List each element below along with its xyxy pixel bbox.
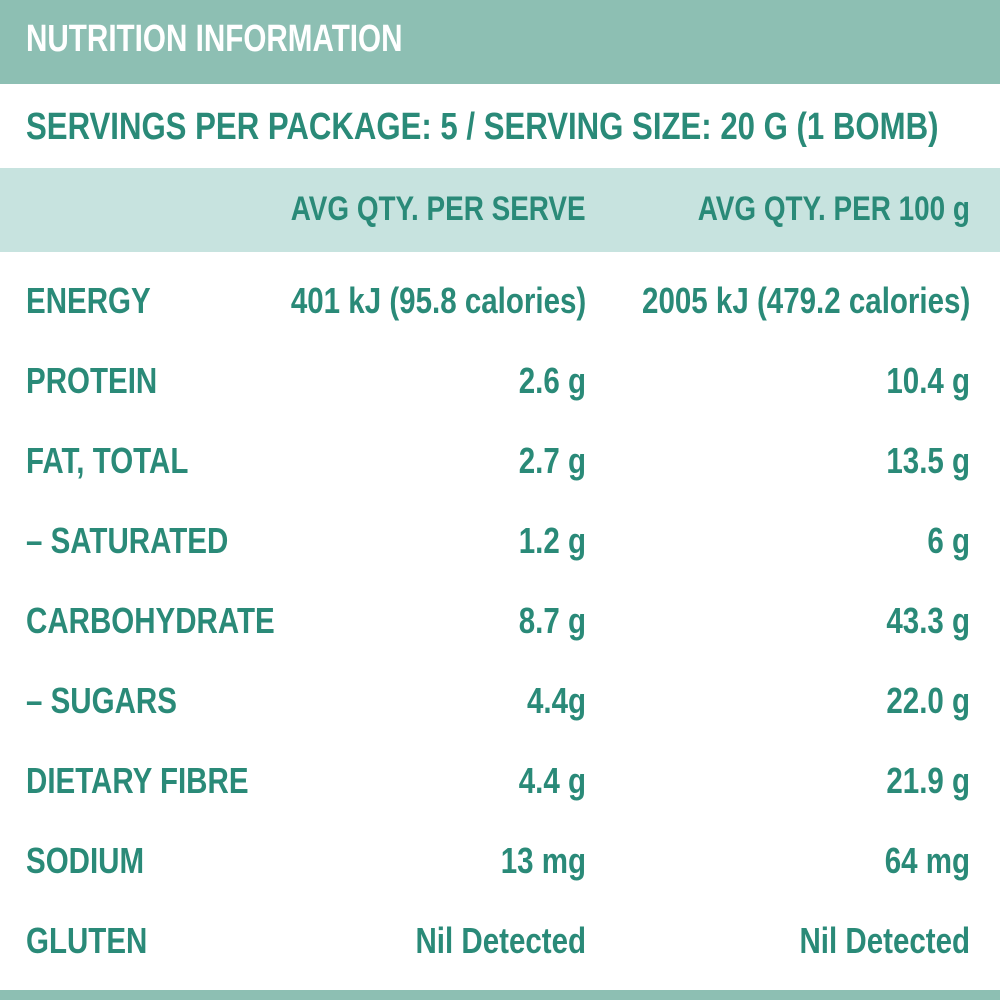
per-serve-value: 2.6 g	[518, 360, 586, 401]
servings-info: SERVINGS PER PACKAGE: 5 / SERVING SIZE: …	[26, 106, 939, 148]
per-100g-value: 22.0 g	[886, 680, 970, 721]
column-header-band	[0, 168, 1000, 252]
per-100g-value: 10.4 g	[886, 360, 970, 401]
table-row: PROTEIN 2.6 g 10.4 g	[0, 352, 1000, 412]
title-bar: NUTRITION INFORMATION	[0, 0, 1000, 84]
per-100g-value: Nil Detected	[799, 920, 970, 961]
nutrient-label: ENERGY	[26, 280, 151, 321]
nutrient-label: CARBOHYDRATE	[26, 600, 275, 641]
nutrient-label: – SUGARS	[26, 680, 177, 721]
table-row: SODIUM 13 mg 64 mg	[0, 832, 1000, 892]
table-row: ENERGY 401 kJ (95.8 calories) 2005 kJ (4…	[0, 272, 1000, 332]
per-100g-value: 21.9 g	[886, 760, 970, 801]
per-serve-value: Nil Detected	[415, 920, 586, 961]
column-header-per-serve: AVG QTY. PER SERVE	[291, 190, 586, 228]
page-title: NUTRITION INFORMATION	[26, 18, 403, 60]
table-row: – SATURATED 1.2 g 6 g	[0, 512, 1000, 572]
per-serve-value: 2.7 g	[518, 440, 586, 481]
nutrient-label: GLUTEN	[26, 920, 148, 961]
table-row: CARBOHYDRATE 8.7 g 43.3 g	[0, 592, 1000, 652]
per-serve-value: 8.7 g	[518, 600, 586, 641]
per-100g-value: 13.5 g	[886, 440, 970, 481]
bottom-bar	[0, 990, 1000, 1000]
nutrient-label: PROTEIN	[26, 360, 158, 401]
nutrient-label: – SATURATED	[26, 520, 229, 561]
table-row: DIETARY FIBRE 4.4 g 21.9 g	[0, 752, 1000, 812]
table-row: – SUGARS 4.4g 22.0 g	[0, 672, 1000, 732]
per-100g-value: 43.3 g	[886, 600, 970, 641]
per-serve-value: 4.4 g	[518, 760, 586, 801]
nutrient-label: SODIUM	[26, 840, 145, 881]
per-serve-value: 1.2 g	[518, 520, 586, 561]
per-100g-value: 64 mg	[884, 840, 970, 881]
table-row: GLUTEN Nil Detected Nil Detected	[0, 912, 1000, 972]
table-row: FAT, TOTAL 2.7 g 13.5 g	[0, 432, 1000, 492]
per-serve-value: 401 kJ (95.8 calories)	[290, 280, 586, 321]
per-serve-value: 13 mg	[500, 840, 586, 881]
nutrient-label: FAT, TOTAL	[26, 440, 189, 481]
per-100g-value: 6 g	[927, 520, 970, 561]
per-serve-value: 4.4g	[526, 680, 586, 721]
column-header-per-100g: AVG QTY. PER 100 g	[697, 190, 970, 228]
nutrient-label: DIETARY FIBRE	[26, 760, 249, 801]
per-100g-value: 2005 kJ (479.2 calories)	[641, 280, 970, 321]
